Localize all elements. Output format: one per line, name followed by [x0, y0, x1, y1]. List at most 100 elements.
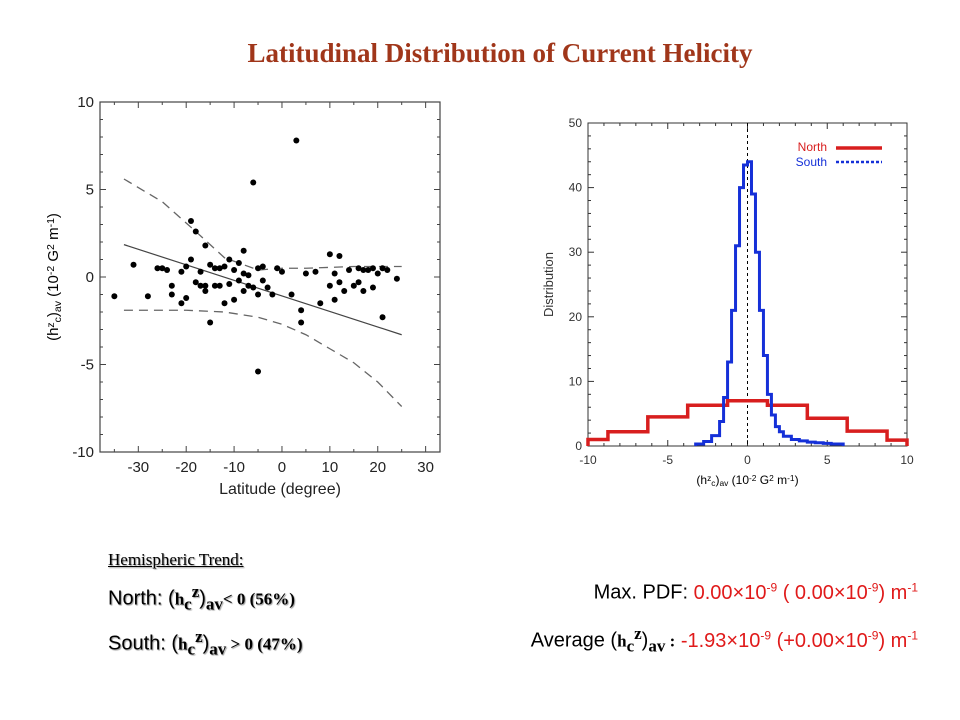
hist-x-axis-label-part: (10 — [728, 473, 749, 487]
scatter-point — [168, 291, 175, 298]
scatter-point — [178, 268, 185, 275]
hemispheric-trend: Hemispheric Trend: North: (hcz)av< 0 (56… — [108, 550, 303, 659]
scatter-y-axis-label-part: c — [52, 317, 64, 322]
scatter-point — [326, 251, 333, 258]
trend-north-close: ) — [199, 587, 206, 610]
scatter-point — [326, 282, 333, 289]
scatter-point — [240, 270, 247, 277]
scatter-point — [211, 265, 218, 272]
scatter-y-axis-label-part: 2 — [45, 244, 57, 250]
scatter-point — [240, 247, 247, 254]
trend-north-sub-c: c — [184, 594, 192, 614]
trend-south-sub-c: c — [187, 639, 196, 659]
scatter-point — [346, 267, 353, 273]
scatter-point — [264, 284, 271, 291]
scatter-point — [379, 265, 386, 272]
legend-north-label: North — [798, 140, 827, 154]
scatter-upper-confidence-band — [123, 178, 402, 271]
scatter-point — [250, 284, 257, 291]
scatter-y-tick-label: 5 — [86, 182, 94, 199]
scatter-point — [393, 275, 400, 282]
scatter-point — [298, 307, 305, 314]
hist-x-axis-label-part: z — [707, 473, 711, 483]
trend-heading: Hemispheric Trend: — [108, 550, 244, 569]
scatter-point — [331, 296, 338, 303]
scatter-point — [360, 288, 367, 294]
scatter-y-axis-label-part: z — [45, 322, 57, 327]
average-close: ) — [641, 629, 649, 652]
scatter-point — [312, 268, 319, 275]
average-unit: ) m — [878, 629, 908, 652]
scatter-point — [245, 272, 252, 279]
scatter-x-tick-label: -10 — [223, 459, 245, 476]
scatter-y-tick-label: 0 — [86, 269, 94, 286]
hist-y-tick-label: 20 — [569, 310, 583, 324]
scatter-point — [331, 270, 338, 277]
scatter-point — [259, 277, 266, 284]
scatter-x-tick-label: 20 — [369, 459, 386, 476]
scatter-point — [350, 282, 357, 289]
average-exp: -9 — [760, 628, 771, 642]
scatter-point — [221, 300, 228, 307]
scatter-point — [183, 295, 190, 301]
scatter-x-tick-label: 10 — [322, 459, 339, 476]
scatter-point — [250, 179, 257, 186]
page-title: Latitudinal Distribution of Current Heli… — [247, 38, 753, 68]
scatter-point — [278, 268, 285, 275]
scatter-point — [216, 282, 223, 289]
max-pdf-unit-exp: -1 — [907, 580, 918, 594]
scatter-y-axis-label-part: m — [45, 227, 62, 244]
scatter-point — [235, 260, 242, 266]
trend-south-h: h — [178, 634, 188, 654]
scatter-point — [221, 263, 228, 270]
scatter-point — [293, 137, 300, 144]
scatter-point — [207, 319, 214, 326]
scatter-y-axis-label-part: av — [52, 300, 64, 312]
hist-x-axis-label-part: -2 — [749, 473, 757, 483]
hist-x-tick-label: 0 — [744, 453, 751, 467]
hist-y-tick-label: 10 — [569, 374, 583, 388]
scatter-point — [355, 279, 362, 286]
scatter-y-axis-label: (hzc)av (10-2 G2 m-1) — [45, 213, 64, 341]
scatter-x-tick-label: -20 — [175, 459, 197, 476]
scatter-point — [317, 300, 324, 307]
hist-y-tick-label: 40 — [569, 181, 583, 195]
scatter-point — [255, 368, 262, 375]
hist-x-axis-label-part: m — [774, 473, 787, 487]
average-paren: (+0.00×10 — [776, 629, 868, 652]
scatter-point — [202, 282, 209, 289]
scatter-point — [369, 265, 376, 272]
scatter-point — [365, 267, 372, 273]
trend-south-close: ) — [202, 632, 210, 655]
hist-y-axis-label: Distribution — [541, 252, 556, 317]
scatter-point — [207, 261, 214, 268]
hist-x-axis-label-part: ) — [795, 473, 799, 487]
trend-south-tail: > 0 (47%) — [226, 634, 303, 654]
scatter-point — [197, 282, 204, 289]
average-sub-av: av — [648, 636, 666, 656]
scatter-y-tick-label: -5 — [81, 357, 94, 374]
average-paren-exp: -9 — [867, 628, 879, 642]
scatter-point — [226, 256, 233, 263]
scatter-point — [226, 281, 233, 287]
scatter-point — [369, 284, 376, 291]
scatter-point — [168, 282, 175, 289]
average-unit-exp: -1 — [907, 628, 918, 642]
legend-south-label: South — [796, 155, 827, 169]
hist-x-tick-label: -5 — [662, 453, 673, 467]
max-pdf-label: Max. PDF: — [593, 581, 689, 604]
scatter-point — [187, 256, 194, 263]
hist-x-axis-label-part: 2 — [769, 473, 774, 483]
scatter-point — [341, 288, 348, 294]
trend-south-sup-z: z — [195, 626, 203, 646]
scatter-point — [178, 300, 185, 307]
scatter-x-tick-label: -30 — [127, 459, 149, 476]
trend-south: South: (hcz)av > 0 (47%) — [108, 627, 303, 660]
scatter-point — [336, 253, 343, 259]
trend-north: North: (hcz)av< 0 (56%) — [108, 582, 303, 615]
scatter-y-tick-label: -10 — [72, 444, 94, 461]
hist-y-tick-label: 0 — [575, 439, 582, 453]
average-sup-z: z — [634, 624, 642, 643]
